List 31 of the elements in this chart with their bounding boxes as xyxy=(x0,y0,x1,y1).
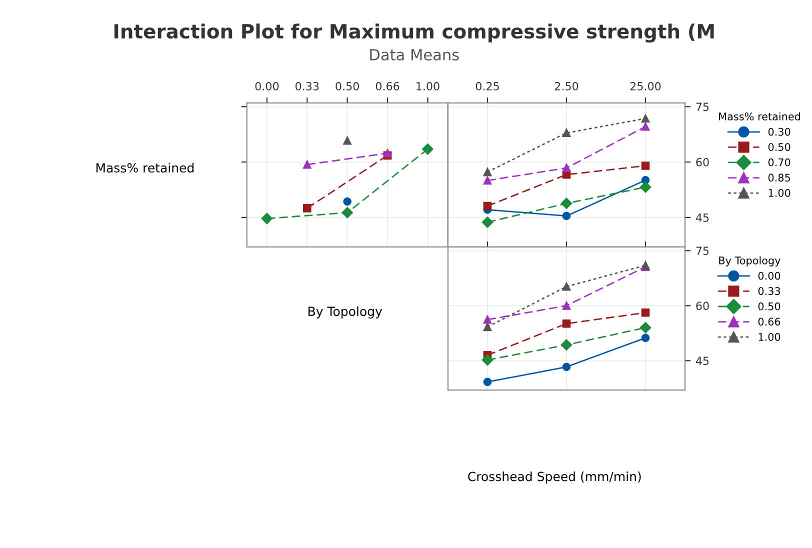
legend-label: 0.70 xyxy=(768,158,790,166)
legend-label: 1.00 xyxy=(768,188,790,197)
x-tick-label: 0.33 xyxy=(296,82,319,90)
x-tick-label: 2.50 xyxy=(554,82,578,90)
x-tick-label: 1.00 xyxy=(416,82,440,90)
legend-title: By Topology xyxy=(719,256,780,266)
y-tick-label: 45 xyxy=(696,214,709,222)
x-tick-label: 25.00 xyxy=(630,82,661,90)
y-axis-title: Mass% retained xyxy=(96,162,194,173)
legend-title: Mass% retained xyxy=(719,112,800,120)
chart-title: Interaction Plot for Maximum compressive strength (M xyxy=(114,24,714,43)
x-tick-label: 0.25 xyxy=(476,82,499,90)
y-axis-title: By Topology xyxy=(308,306,382,318)
x-tick-label: 0.00 xyxy=(255,82,279,90)
x-tick-label: 0.50 xyxy=(336,82,359,90)
legend-label: 0.50 xyxy=(768,143,790,151)
y-tick-label: 75 xyxy=(696,102,709,112)
y-tick-label: 60 xyxy=(696,302,709,310)
legend-label: 0.30 xyxy=(768,128,790,136)
legend-label: 1.00 xyxy=(758,332,780,341)
y-tick-label: 75 xyxy=(696,246,709,256)
x-tick-label: 0.66 xyxy=(376,82,400,90)
y-tick-label: 45 xyxy=(696,356,709,366)
legend-label: 0.00 xyxy=(758,272,780,280)
chart-subtitle: Data Means xyxy=(370,49,459,60)
x-axis-title: Crosshead Speed (mm/min) xyxy=(468,472,641,484)
legend-label: 0.85 xyxy=(768,174,790,182)
legend-label: 0.66 xyxy=(758,318,780,326)
legend-label: 0.33 xyxy=(758,287,780,295)
y-tick-label: 60 xyxy=(696,158,709,166)
legend-label: 0.50 xyxy=(758,302,780,310)
